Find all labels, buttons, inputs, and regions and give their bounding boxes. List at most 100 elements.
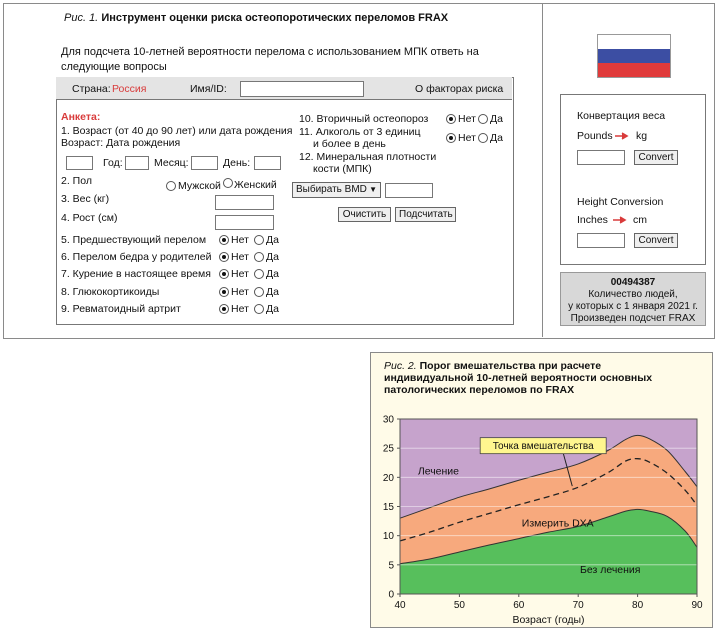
secondary-osteoporosis-no-radio[interactable] [446,114,456,124]
intervention-threshold-line [399,457,698,542]
convert-height-button[interactable]: Convert [634,233,678,248]
y-tick-label: 10 [383,531,395,542]
inches-input[interactable] [577,233,625,248]
secondary-osteoporosis-yes-radio[interactable] [478,114,488,124]
chevron-down-icon: ▼ [369,185,377,194]
name-label: Имя/ID: [190,83,227,95]
bmd-select-value: Выбирать BMD [296,184,367,195]
sex-male-radio[interactable] [166,181,176,191]
arrow-right-icon [615,132,629,140]
weight-conversion-title: Конвертация веса [577,110,666,122]
height-label: 4. Рост (см) [61,212,118,224]
previous-fracture-yes-radio[interactable] [254,235,264,245]
sex-label: 2. Пол [61,175,92,187]
y-tick-label: 20 [383,473,395,484]
arthritis-yes-radio[interactable] [254,304,264,314]
counter-number: 00494387 [610,277,656,288]
year-label: Год: [103,157,123,169]
x-axis-label: Возраст (годы) [512,614,584,626]
bmd-label-line1: 12. Минеральная плотности [299,151,437,163]
counter-line1: Количество людей, [588,289,678,300]
counter-line2: у которых с 1 января 2021 г. [568,301,698,312]
yes-label: Да [266,251,279,263]
alcohol-no-radio[interactable] [446,133,456,143]
threshold-callout-box [479,437,607,455]
yes-label: Да [490,113,503,125]
clear-button[interactable]: Очистить [338,207,391,222]
kg-label: kg [636,130,648,142]
bmd-select[interactable]: Выбирать BMD ▼ [292,182,381,198]
alcohol-yes-radio[interactable] [478,133,488,143]
fig2-caption-prefix: Рис. 2. [384,360,417,372]
name-id-input[interactable] [240,81,364,97]
questionnaire-title: Анкета: [61,111,101,123]
year-input[interactable] [125,156,149,170]
x-tick-label: 80 [632,600,644,611]
fig2-caption-line2: индивидуальной 10-летней вероятности осн… [384,372,653,384]
no-label: Нет [458,113,476,125]
intervention-threshold-chart: 0 5 10 15 20 25 30 40 50 60 70 80 90 Возраст (годы) Л… [383,415,703,627]
parent-hip-no-radio[interactable] [219,252,229,262]
counter-line3: Произведен подсчет FRAX [570,313,696,324]
age-input[interactable] [66,156,93,170]
convert-weight-button[interactable]: Convert [634,150,678,165]
pounds-input[interactable] [577,150,625,165]
pounds-label: Pounds [577,130,613,142]
no-label: Нет [231,286,249,298]
height-input[interactable] [215,215,274,230]
yes-label: Да [490,132,503,144]
fig2-caption-line1: Порог вмешательства при расчете [419,360,602,372]
glucocorticoids-no-radio[interactable] [219,287,229,297]
day-input[interactable] [254,156,281,170]
bmd-label-line2: кости (МПК) [313,163,372,175]
region-boundary-line [399,508,698,565]
age-subquestion: Возраст: Дата рождения [61,137,181,149]
yes-label: Да [266,286,279,298]
age-question: 1. Возраст (от 40 до 90 лет) или дата ро… [61,125,293,137]
y-tick-label: 25 [383,444,395,455]
x-tick-label: 70 [573,600,585,611]
inches-label: Inches [577,214,608,226]
fig1-caption-prefix: Рис. 1. [64,12,99,24]
no-treatment-region [400,509,697,594]
treatment-label: Лечение [418,465,459,477]
smoking-no-radio[interactable] [219,269,229,279]
height-conversion-title: Height Conversion [577,196,664,208]
arrow-right-icon [613,216,627,224]
arthritis-no-radio[interactable] [219,304,229,314]
calculate-button[interactable]: Подсчитать [395,207,456,222]
alcohol-label-line2: и более в день [313,138,386,150]
yes-label: Да [266,303,279,315]
y-tick-label: 15 [383,502,395,513]
risk-item-smoking: 7. Курение в настоящее время [61,268,211,280]
frax-counter: 00494387 Количество людей, у которых с 1… [560,272,706,326]
risk-item-glucocorticoids: 8. Глюкокортикоиды [61,286,160,298]
yes-label: Да [266,234,279,246]
intro-text: Для подсчета 10-летней вероятности перел… [61,46,479,73]
x-tick-label: 60 [513,600,525,611]
bmd-input[interactable] [385,183,433,198]
country-value[interactable]: Россия [112,83,147,95]
alcohol-label-line1: 11. Алкоголь от 3 единиц [299,126,421,138]
risk-factors-link[interactable]: О факторах риска [415,83,504,95]
month-label: Месяц: [154,157,189,169]
smoking-yes-radio[interactable] [254,269,264,279]
risk-item-parent-hip-fracture: 6. Перелом бедра у родителей [61,251,212,263]
y-tick-label: 30 [383,415,395,426]
sex-female-radio[interactable] [223,178,233,188]
y-tick-label: 5 [388,560,394,571]
month-input[interactable] [191,156,218,170]
glucocorticoids-yes-radio[interactable] [254,287,264,297]
weight-input[interactable] [215,195,274,210]
x-tick-label: 40 [394,600,406,611]
day-label: День: [223,157,251,169]
threshold-callout-label: Точка вмешательства [493,441,594,452]
region-boundary-line [399,434,698,519]
parent-hip-yes-radio[interactable] [254,252,264,262]
no-label: Нет [231,234,249,246]
previous-fracture-no-radio[interactable] [219,235,229,245]
cm-label: cm [633,214,647,226]
fig2-caption-line3: патологических переломов по FRAX [384,384,575,396]
x-tick-label: 90 [691,600,703,611]
no-label: Нет [231,251,249,263]
